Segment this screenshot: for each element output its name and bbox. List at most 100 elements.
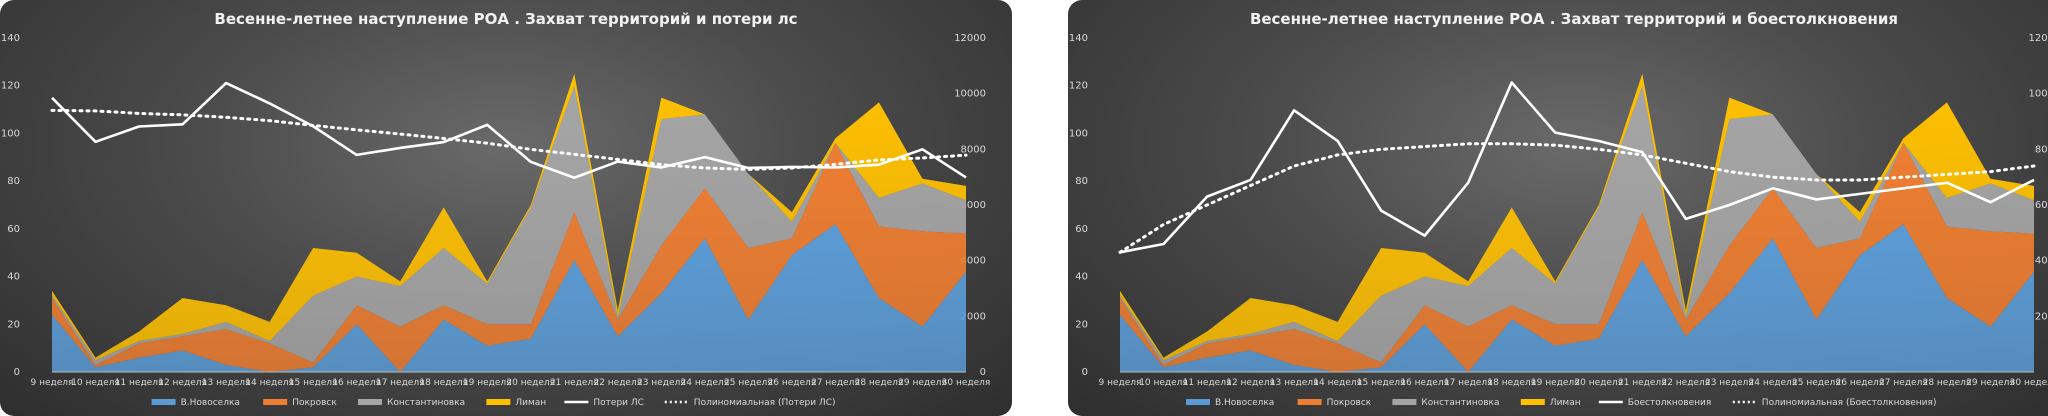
- x-tick-label: 28 неделя: [855, 378, 904, 388]
- x-tick-label: 17 неделя: [376, 378, 425, 388]
- x-tick-label: 14 неделя: [245, 378, 294, 388]
- x-tick-label: 20 неделя: [1574, 378, 1623, 388]
- y-tick-label: 140: [1, 33, 20, 44]
- legend: В.Новоселка Покровск Константиновка Лиман Бо…: [1186, 398, 1936, 408]
- legend-swatch: [1297, 399, 1322, 405]
- x-tick-label: 11 неделя: [1183, 378, 1232, 388]
- legend-label: В.Новоселка: [181, 398, 240, 408]
- x-tick-label: 29 неделя: [898, 378, 947, 388]
- y2-tick-label: 12000: [954, 33, 986, 44]
- y2-tick-label: 10000: [954, 89, 986, 100]
- x-tick-label: 29 неделя: [1966, 378, 2015, 388]
- legend-label: Полиномиальная (Потери ЛС): [694, 398, 836, 408]
- y-tick-label: 60: [7, 224, 20, 235]
- x-tick-label: 25 неделя: [724, 378, 773, 388]
- area-series-1: [1120, 224, 2034, 372]
- y-tick-label: 120: [1069, 81, 1088, 92]
- y2-tick-label: 400: [2035, 256, 2048, 267]
- legend-swatch: [151, 399, 176, 405]
- x-tick-label: 30 неделя: [942, 378, 991, 388]
- legend-swatch: [1520, 399, 1545, 405]
- y-tick-label: 80: [1075, 176, 1088, 187]
- chart-title: Весенне-летнее наступление РОА . Захват …: [214, 10, 797, 28]
- area-series-2: [1120, 142, 2034, 372]
- losses-chart: Весенне-летнее наступление РОА . Захват …: [1, 10, 991, 408]
- x-tick-label: 9 неделя: [1099, 378, 1142, 388]
- trend-line: [1118, 142, 2036, 254]
- main-line: [51, 81, 967, 180]
- x-tick-label: 14 неделя: [1313, 378, 1362, 388]
- chart-title: Весенне-летнее наступление РОА . Захват …: [1250, 10, 1898, 28]
- y2-tick-label: 1200: [2029, 33, 2048, 44]
- chart-panel-losses: Весенне-летнее наступление РОА . Захват …: [0, 0, 1012, 416]
- x-tick-label: 16 неделя: [332, 378, 381, 388]
- legend-swatch: [358, 399, 382, 405]
- x-tick-label: 22 неделя: [593, 378, 642, 388]
- legend-label: Константиновка: [387, 398, 465, 408]
- stacked-areas: [1120, 73, 2034, 372]
- area-series-3: [52, 85, 966, 365]
- y-tick-label: 40: [1075, 272, 1088, 283]
- x-tick-label: 25 неделя: [1792, 378, 1841, 388]
- x-tick-label: 13 неделя: [202, 378, 251, 388]
- y-tick-label: 100: [1069, 128, 1088, 139]
- y2-tick-label: 6000: [961, 200, 986, 211]
- x-tick-label: 15 неделя: [1357, 378, 1406, 388]
- x-tick-label: 24 неделя: [681, 378, 730, 388]
- y-tick-label: 140: [1069, 33, 1088, 44]
- legend-label: Покровск: [1327, 398, 1372, 408]
- x-tick-label: 22 неделя: [1661, 378, 1710, 388]
- area-series-4: [52, 73, 966, 361]
- legend-label: Покровск: [292, 398, 337, 408]
- y2-tick-label: 4000: [961, 256, 986, 267]
- legend: В.Новоселка Покровск Константиновка Лиман По…: [151, 398, 836, 408]
- x-tick-label: 26 неделя: [1836, 378, 1885, 388]
- x-tick-label: 26 неделя: [768, 378, 817, 388]
- y-tick-label: 40: [7, 272, 20, 283]
- x-tick-label: 23 неделя: [637, 378, 686, 388]
- y2-tick-label: 8000: [961, 144, 986, 155]
- main-line: [1119, 81, 2035, 254]
- legend-swatch: [1186, 399, 1210, 405]
- y2-tick-label: 0: [980, 367, 986, 378]
- legend-label: Лиман: [515, 398, 546, 408]
- y-tick-label: 100: [1, 128, 20, 139]
- x-tick-label: 15 неделя: [289, 378, 338, 388]
- x-tick-label: 27 неделя: [1879, 378, 1928, 388]
- clashes-chart: Весенне-летнее наступление РОА . Захват …: [1069, 10, 2048, 408]
- legend-swatch: [486, 399, 511, 405]
- area-series-4: [1120, 73, 2034, 361]
- x-tick-label: 28 неделя: [1923, 378, 1972, 388]
- x-tick-label: 10 неделя: [1139, 378, 1188, 388]
- y2-tick-label: 600: [2035, 200, 2048, 211]
- y-tick-label: 0: [1082, 367, 1088, 378]
- x-tick-label: 17 неделя: [1444, 378, 1493, 388]
- x-tick-label: 24 неделя: [1749, 378, 1798, 388]
- x-tick-label: 12 неделя: [158, 378, 207, 388]
- x-tick-label: 27 неделя: [811, 378, 860, 388]
- x-tick-label: 13 неделя: [1270, 378, 1319, 388]
- y-tick-label: 60: [1075, 224, 1088, 235]
- x-tick-label: 10 неделя: [71, 378, 120, 388]
- y2-tick-label: 1000: [2029, 89, 2048, 100]
- x-tick-label: 20 неделя: [506, 378, 555, 388]
- y-tick-label: 120: [1, 81, 20, 92]
- legend-swatch: [263, 399, 288, 405]
- legend-label: Потери ЛС: [593, 398, 644, 408]
- legend-label: Боестолкновения: [1628, 398, 1711, 408]
- y2-tick-label: 200: [2035, 311, 2048, 322]
- y-tick-label: 80: [7, 176, 20, 187]
- y-tick-label: 20: [1075, 319, 1088, 330]
- x-tick-label: 12 неделя: [1226, 378, 1275, 388]
- legend-swatch: [1392, 399, 1417, 405]
- area-series-1: [52, 224, 966, 372]
- legend-label: Лиман: [1550, 398, 1581, 408]
- x-tick-label: 23 неделя: [1705, 378, 1754, 388]
- area-series-3: [1120, 85, 2034, 365]
- x-tick-label: 18 неделя: [419, 378, 468, 388]
- x-tick-label: 16 неделя: [1400, 378, 1449, 388]
- stacked-areas: [52, 73, 966, 372]
- y-tick-label: 0: [14, 367, 20, 378]
- y2-tick-label: 2000: [961, 311, 986, 322]
- x-tick-label: 21 неделя: [1618, 378, 1667, 388]
